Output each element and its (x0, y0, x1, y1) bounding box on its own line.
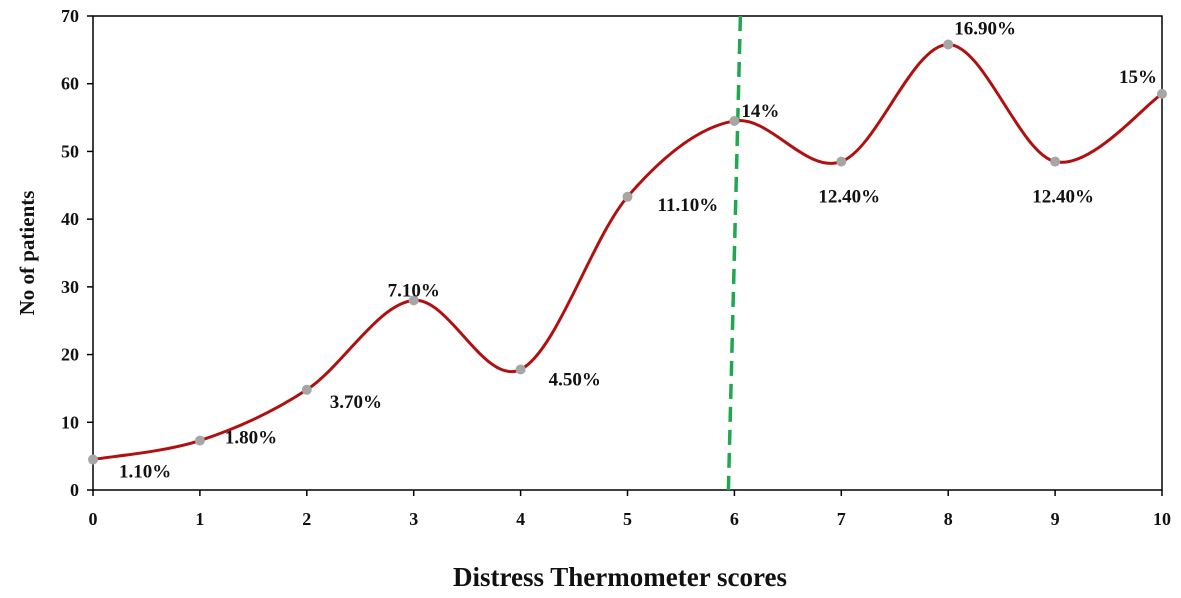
data-label: 1.10% (119, 462, 171, 483)
data-label: 1.80% (225, 428, 277, 449)
data-label: 16.90% (954, 18, 1016, 39)
x-tick-label: 2 (302, 509, 311, 529)
data-point (729, 115, 740, 126)
data-point (301, 384, 312, 395)
data-point (1050, 156, 1061, 167)
y-tick-label: 70 (61, 6, 79, 26)
y-tick-label: 40 (61, 209, 79, 229)
x-tick-label: 6 (730, 509, 739, 529)
data-label: 7.10% (388, 280, 440, 301)
x-axis-label: Distress Thermometer scores (453, 562, 787, 592)
data-label: 11.10% (658, 195, 719, 216)
x-tick-label: 5 (623, 509, 632, 529)
y-tick-label: 60 (61, 74, 79, 94)
y-tick-label: 10 (61, 412, 79, 432)
data-point (943, 39, 954, 50)
data-point (194, 435, 205, 446)
data-label: 12.40% (818, 187, 880, 208)
data-point (622, 191, 633, 202)
y-axis-label: No of patients (15, 191, 39, 316)
x-tick-label: 7 (837, 509, 846, 529)
x-tick-label: 3 (409, 509, 418, 529)
data-label: 15% (1119, 67, 1157, 88)
y-tick-label: 50 (61, 141, 79, 161)
x-axis-ticks: 0 1 2 3 4 5 6 7 8 9 10 (89, 490, 1171, 529)
data-label: 3.70% (330, 392, 382, 413)
x-tick-label: 10 (1153, 509, 1171, 529)
data-point (836, 156, 847, 167)
cutoff-dashed-line (726, 15, 743, 491)
data-point (88, 454, 98, 465)
x-tick-label: 8 (944, 509, 953, 529)
x-tick-label: 4 (516, 509, 525, 529)
y-tick-label: 0 (70, 480, 79, 500)
data-labels: 1.10% 1.80% 3.70% 7.10% 4.50% 11.10% 14% 12.40%… (119, 18, 1157, 482)
data-label: 4.50% (549, 369, 601, 390)
x-tick-label: 1 (195, 509, 204, 529)
y-axis-ticks: 0 10 20 30 40 50 60 70 (61, 6, 93, 500)
data-point (408, 295, 419, 306)
data-point (1157, 88, 1167, 99)
series-line (92, 42, 1163, 462)
y-tick-label: 20 (61, 345, 79, 365)
x-tick-label: 9 (1051, 509, 1060, 529)
data-point (515, 364, 526, 375)
data-label: 14% (741, 101, 779, 122)
y-tick-label: 30 (61, 277, 79, 297)
data-markers (88, 39, 1167, 465)
x-tick-label: 0 (89, 509, 98, 529)
data-label: 12.40% (1032, 187, 1094, 208)
